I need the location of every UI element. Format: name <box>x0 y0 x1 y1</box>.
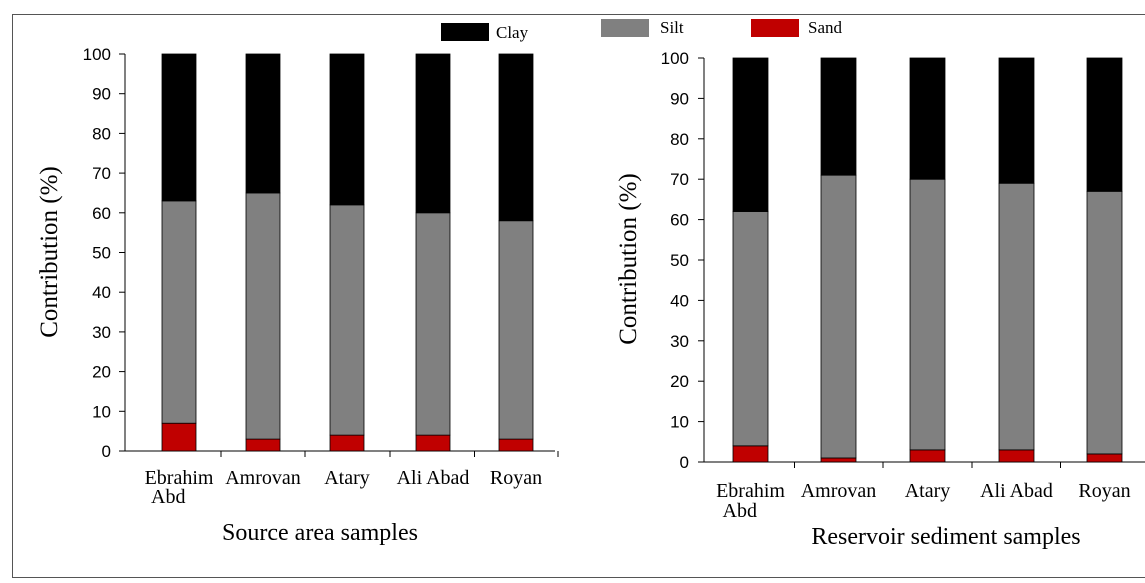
y-tick-label: 20 <box>670 372 689 391</box>
y-tick-label: 20 <box>92 363 111 382</box>
y-tick-label: 0 <box>680 453 689 472</box>
y-axis-title: Contribution (%) <box>615 173 642 345</box>
x-category-label: Ebrahim <box>716 480 785 502</box>
bar-sand <box>820 457 857 463</box>
bar-clay <box>1086 57 1123 192</box>
bar-sand <box>245 438 281 452</box>
y-axis-title: Contribution (%) <box>36 166 63 338</box>
y-tick-label: 100 <box>83 45 111 64</box>
bar-silt <box>415 212 451 436</box>
bar-silt <box>329 204 365 436</box>
bar-silt <box>820 174 857 459</box>
bar-silt <box>498 220 534 440</box>
bar-sand <box>732 445 769 463</box>
y-tick-label: 30 <box>92 323 111 342</box>
y-tick-label: 50 <box>670 251 689 270</box>
bar-silt <box>1086 190 1123 455</box>
bar-sand <box>415 434 451 452</box>
bar-clay <box>998 57 1035 184</box>
legend-swatch-sand <box>751 19 799 37</box>
y-tick-label: 70 <box>92 164 111 183</box>
bar-sand <box>329 434 365 452</box>
y-tick-label: 40 <box>670 291 689 310</box>
bar-sand <box>498 438 534 452</box>
bar-silt <box>909 178 946 451</box>
y-tick-label: 100 <box>661 49 689 68</box>
bar-sand <box>998 449 1035 463</box>
x-category-label: Ali Abad <box>980 480 1053 502</box>
x-category-label-line2: Abd <box>151 486 185 508</box>
legend-label-clay: Clay <box>496 23 529 42</box>
y-tick-label: 80 <box>92 124 111 143</box>
x-axis-title: Reservoir sediment samples <box>811 524 1080 550</box>
bar-clay <box>909 57 946 180</box>
x-category-label: Amrovan <box>225 467 301 489</box>
y-tick-label: 50 <box>92 244 111 263</box>
bar-clay <box>329 53 365 206</box>
legend-label-silt: Silt <box>660 18 684 37</box>
x-category-label: Atary <box>905 480 951 502</box>
y-tick-label: 10 <box>670 413 689 432</box>
y-tick-label: 10 <box>92 402 111 421</box>
x-category-label: Ali Abad <box>397 467 470 489</box>
bar-silt <box>245 192 281 440</box>
x-category-label: Royan <box>490 467 542 489</box>
y-tick-label: 70 <box>670 170 689 189</box>
bar-sand <box>909 449 946 463</box>
bar-silt <box>732 211 769 447</box>
bar-clay <box>161 53 197 202</box>
x-axis-title: Source area samples <box>222 520 418 546</box>
y-tick-label: 60 <box>670 211 689 230</box>
x-category-label: Amrovan <box>801 480 877 502</box>
legend: Clay Silt Sand <box>441 18 843 42</box>
bar-clay <box>415 53 451 214</box>
x-category-label: Atary <box>324 467 370 489</box>
y-tick-label: 0 <box>102 442 111 461</box>
bar-clay <box>245 53 281 194</box>
y-tick-label: 60 <box>92 204 111 223</box>
figure-frame <box>12 14 1145 578</box>
x-category-label-line2: Abd <box>723 500 757 522</box>
legend-swatch-clay <box>441 23 489 41</box>
x-category-label: Royan <box>1078 480 1130 502</box>
y-tick-label: 90 <box>670 89 689 108</box>
bar-clay <box>498 53 534 222</box>
bar-clay <box>820 57 857 176</box>
bar-sand <box>1086 453 1123 463</box>
y-tick-label: 90 <box>92 85 111 104</box>
legend-label-sand: Sand <box>808 18 843 37</box>
y-tick-label: 80 <box>670 130 689 149</box>
bar-silt <box>161 200 197 424</box>
bar-sand <box>161 422 197 452</box>
y-tick-label: 40 <box>92 283 111 302</box>
x-category-label: Ebrahim <box>145 467 214 489</box>
bar-silt <box>998 182 1035 451</box>
legend-swatch-silt <box>601 19 649 37</box>
bar-clay <box>732 57 769 212</box>
y-tick-label: 30 <box>670 332 689 351</box>
